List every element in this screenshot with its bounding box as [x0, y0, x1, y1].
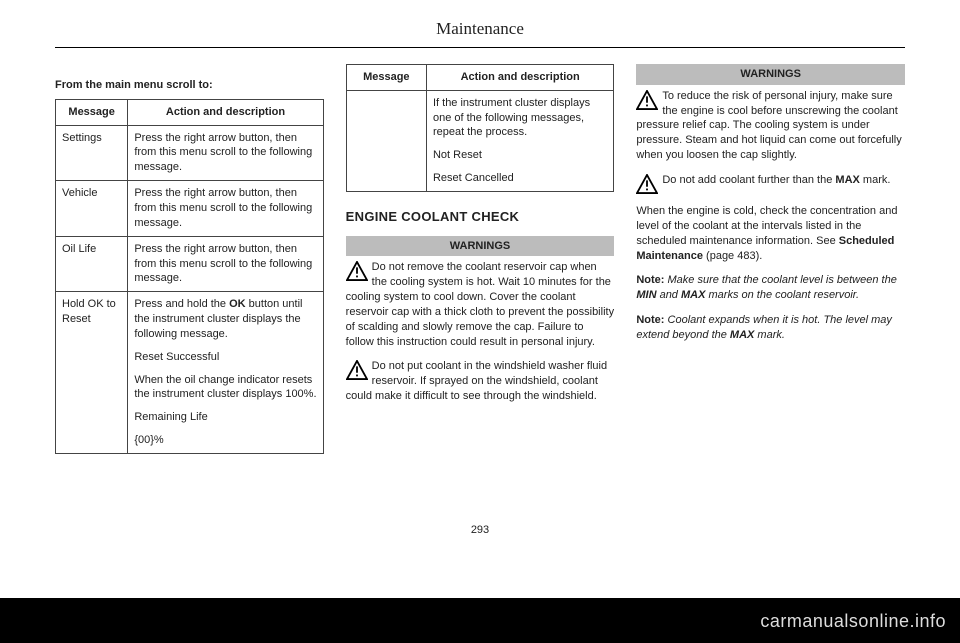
menu-table: Message Action and description Settings …: [55, 99, 324, 454]
warning-triangle-icon: [346, 360, 368, 380]
warning-text: Do not add coolant further than the MAX …: [662, 174, 890, 186]
continuation-table: Message Action and description If the in…: [346, 64, 615, 192]
divider: [55, 47, 905, 48]
warnings-bar: WARNINGS: [636, 64, 905, 85]
warning-triangle-icon: [636, 90, 658, 110]
table-row: If the instrument cluster displays one o…: [346, 90, 614, 191]
page-number: 293: [0, 523, 960, 538]
watermark: carmanualsonline.info: [760, 609, 946, 633]
cell-message: Vehicle: [56, 181, 128, 237]
warning-triangle-icon: [636, 174, 658, 194]
table-row: Vehicle Press the right arrow button, th…: [56, 181, 324, 237]
cell-message: Settings: [56, 125, 128, 181]
body-paragraph: When the engine is cold, check the conce…: [636, 204, 905, 263]
warnings-bar: WARNINGS: [346, 236, 615, 257]
cell-message: Hold OK to Reset: [56, 292, 128, 454]
warning-text: To reduce the risk of personal injury, m…: [636, 90, 901, 161]
cell-action: If the instrument cluster displays one o…: [426, 90, 613, 191]
table-header-row: Message Action and description: [56, 99, 324, 125]
column-3: WARNINGS To reduce the risk of personal …: [636, 64, 905, 454]
warning-triangle-icon: [346, 261, 368, 281]
intro-text: From the main menu scroll to:: [55, 78, 324, 93]
table-row: Settings Press the right arrow button, t…: [56, 125, 324, 181]
column-1: From the main menu scroll to: Message Ac…: [55, 64, 324, 454]
warning-item: To reduce the risk of personal injury, m…: [636, 89, 905, 163]
table-header-row: Message Action and description: [346, 64, 614, 90]
header-message: Message: [346, 64, 426, 90]
warning-text: Do not remove the coolant reservoir cap …: [346, 261, 614, 347]
chapter-title: Maintenance: [55, 18, 905, 41]
header-action: Action and description: [128, 99, 323, 125]
cell-action: Press the right arrow button, then from …: [128, 181, 323, 237]
column-2: Message Action and description If the in…: [346, 64, 615, 454]
note: Note: Coolant expands when it is hot. Th…: [636, 313, 905, 343]
header-message: Message: [56, 99, 128, 125]
table-row: Hold OK to Reset Press and hold the OK b…: [56, 292, 324, 454]
cell-action: Press the right arrow button, then from …: [128, 236, 323, 292]
warning-item: Do not put coolant in the windshield was…: [346, 359, 615, 404]
warning-item: Do not add coolant further than the MAX …: [636, 173, 905, 194]
header-action: Action and description: [426, 64, 613, 90]
cell-action: Press and hold the OK button until the i…: [128, 292, 323, 454]
content-columns: From the main menu scroll to: Message Ac…: [55, 64, 905, 454]
table-row: Oil Life Press the right arrow button, t…: [56, 236, 324, 292]
note: Note: Make sure that the coolant level i…: [636, 273, 905, 303]
warning-item: Do not remove the coolant reservoir cap …: [346, 260, 615, 349]
cell-message: Oil Life: [56, 236, 128, 292]
manual-page: Maintenance From the main menu scroll to…: [0, 0, 960, 598]
cell-message: [346, 90, 426, 191]
cell-action: Press the right arrow button, then from …: [128, 125, 323, 181]
section-heading: ENGINE COOLANT CHECK: [346, 208, 615, 226]
warning-text: Do not put coolant in the windshield was…: [346, 360, 607, 402]
